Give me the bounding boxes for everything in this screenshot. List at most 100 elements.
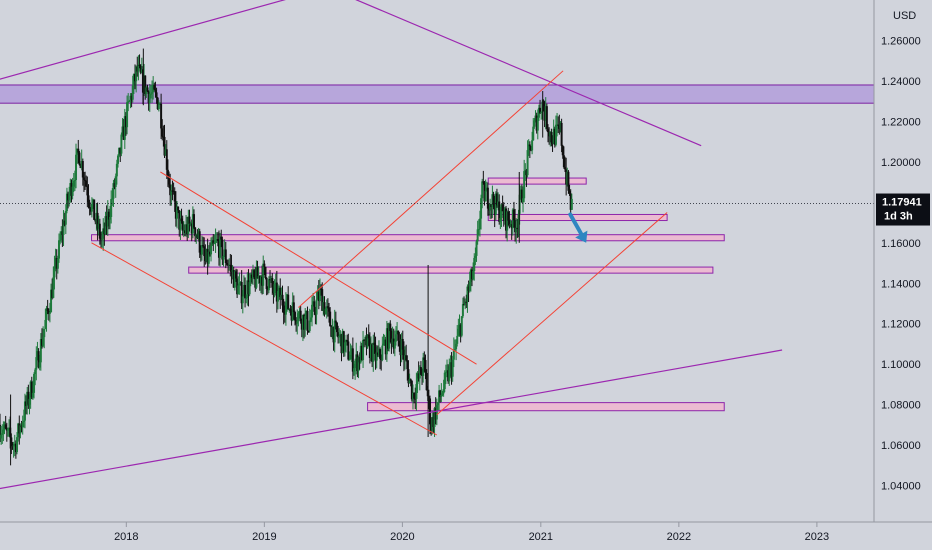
candle-body: [255, 266, 258, 288]
candle-body: [525, 170, 528, 176]
candle-body: [270, 278, 273, 280]
candle-body: [76, 148, 79, 155]
candle-body: [101, 238, 104, 240]
candle-body: [110, 199, 113, 217]
trend-line-purple[interactable]: [0, 0, 356, 81]
candle-body: [57, 240, 60, 259]
candle-body: [250, 274, 253, 279]
candle-body: [256, 266, 259, 279]
trend-line-red[interactable]: [436, 212, 668, 416]
candle-body: [173, 191, 176, 202]
candle-body: [68, 193, 71, 201]
forecast-arrow-head[interactable]: [575, 230, 588, 243]
candle-body: [111, 198, 114, 200]
candle-body: [175, 206, 178, 219]
trend-line-red[interactable]: [298, 70, 564, 308]
candle-body: [494, 193, 497, 215]
candle-body: [195, 234, 198, 237]
candle-body: [328, 307, 331, 312]
forecast-arrow-shaft[interactable]: [568, 212, 584, 237]
candle-body: [561, 145, 564, 156]
candle-body: [171, 190, 174, 192]
candle-body: [50, 289, 53, 313]
candle-body: [329, 311, 332, 327]
candle-body: [292, 302, 295, 313]
candle-body: [295, 320, 298, 324]
candle-body: [508, 220, 511, 225]
trend-line-purple[interactable]: [333, 0, 702, 147]
candle-body: [484, 190, 487, 202]
support-zone[interactable]: [487, 177, 587, 185]
candle-body: [489, 204, 492, 211]
candle-body: [275, 282, 278, 302]
candle-body: [389, 323, 392, 332]
candle-body: [78, 152, 81, 165]
candle-body: [98, 223, 101, 239]
candle-body: [542, 101, 545, 110]
candle-body: [272, 287, 275, 294]
candle-body: [259, 276, 262, 284]
candle-body: [534, 115, 537, 121]
candle-body: [239, 282, 242, 284]
trend-line-red[interactable]: [91, 242, 438, 436]
candle-body: [51, 289, 54, 298]
candle-body: [299, 310, 302, 322]
candle-body: [23, 401, 26, 421]
currency-label: USD: [893, 10, 916, 22]
candle-body: [314, 311, 317, 315]
candle-body: [481, 181, 484, 199]
candle-body: [132, 74, 135, 86]
candle-body: [485, 187, 488, 191]
support-zone[interactable]: [367, 402, 725, 412]
candle-body: [112, 183, 115, 199]
candle-body: [501, 204, 504, 212]
time-axis[interactable]: 2018 2019 2020 2021 2022 2023: [114, 522, 829, 543]
candle-body: [172, 190, 175, 192]
candle-body: [493, 204, 496, 215]
candle-body: [522, 198, 525, 203]
candle-body: [249, 274, 252, 283]
resistance-zone[interactable]: [0, 84, 874, 104]
candle-body: [355, 354, 358, 364]
candle-body: [203, 246, 206, 257]
candle-body: [440, 394, 443, 397]
candle-body: [222, 255, 225, 260]
candle-body: [364, 336, 367, 340]
candle-body: [288, 308, 291, 310]
candle-body: [298, 310, 301, 314]
candle-body: [223, 249, 226, 256]
candle-body: [25, 401, 28, 406]
y-tick-label: 1.10000: [881, 359, 921, 371]
candle-body: [60, 231, 63, 241]
candle-body: [155, 92, 158, 98]
candle-body: [556, 124, 559, 126]
support-zone[interactable]: [487, 213, 668, 222]
candle-body: [343, 342, 346, 352]
candle-body: [148, 93, 151, 104]
candle-body: [42, 337, 45, 346]
candle-body: [390, 331, 393, 344]
candle-body: [413, 392, 416, 399]
candle-body: [463, 304, 466, 306]
y-tick-label: 1.24000: [881, 76, 921, 88]
candle-body: [28, 398, 31, 405]
candle-body: [313, 301, 316, 312]
candle-body: [457, 328, 460, 336]
trend-line-red[interactable]: [160, 171, 477, 365]
candle-body: [215, 239, 218, 241]
support-zone[interactable]: [91, 234, 725, 242]
candle-body: [120, 134, 123, 154]
support-zone[interactable]: [188, 266, 714, 274]
trend-line-purple[interactable]: [0, 349, 783, 490]
candle-body: [359, 345, 362, 363]
candle-body: [84, 179, 87, 181]
candle-body: [234, 271, 237, 279]
candle-body: [423, 357, 426, 361]
candle-body: [230, 264, 233, 272]
candle-body: [11, 443, 14, 447]
y-tick-label: 1.06000: [881, 440, 921, 452]
candle-body: [475, 241, 478, 256]
price-axis[interactable]: 1.260001.240001.220001.200001.180001.160…: [881, 35, 921, 492]
candles-layer: [0, 48, 573, 466]
